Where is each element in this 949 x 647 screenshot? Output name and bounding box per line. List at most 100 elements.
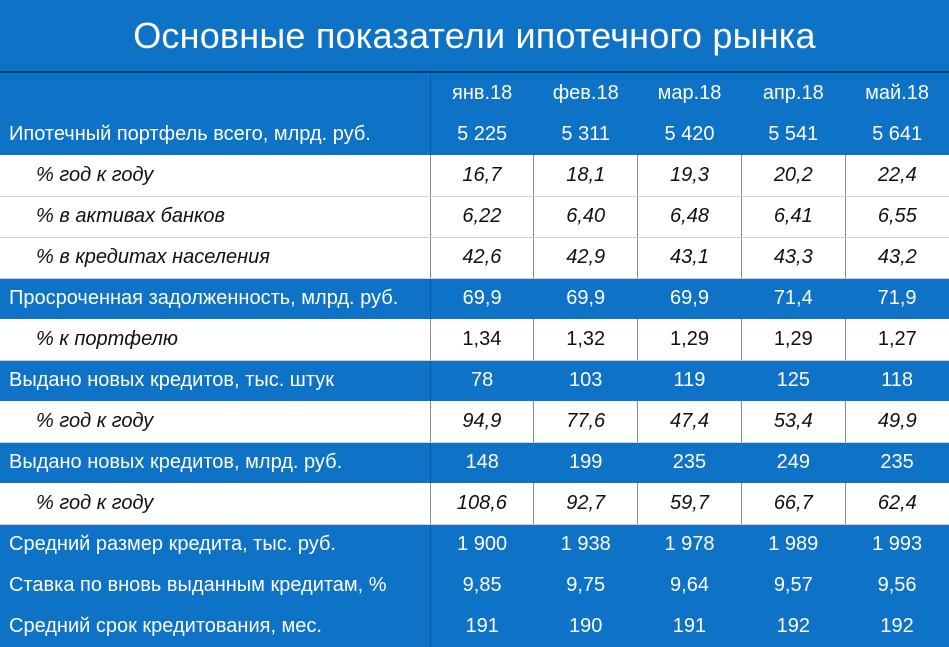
- table-cell: 78: [430, 360, 534, 401]
- table-cell: 18,1: [533, 155, 638, 197]
- table-row: % год к году 108,6 92,7 59,7 66,7 62,4: [0, 483, 949, 525]
- table-cell: 43,2: [844, 237, 949, 279]
- table-cell: 1,29: [740, 319, 846, 361]
- table-cell: 16,7: [429, 155, 534, 197]
- table-cell: 5 311: [533, 114, 638, 155]
- table-cell: 71,9: [845, 278, 949, 319]
- table-cell: 148: [430, 442, 534, 483]
- column-header: янв.18: [451, 82, 513, 104]
- table-cell: 47,4: [637, 401, 742, 443]
- table-cell: 249: [741, 442, 846, 483]
- table-header-row: янв.18 фев.18 мар.18 апр.18 май.18: [0, 73, 949, 114]
- table-cell: 5 420: [637, 114, 742, 155]
- table-cell: 118: [845, 360, 949, 401]
- table-cell: 53,4: [740, 401, 846, 443]
- table-cell: 119: [637, 360, 742, 401]
- table-cell: 6,41: [740, 196, 846, 238]
- table-cell: 125: [741, 360, 846, 401]
- table-cell: 71,4: [741, 278, 846, 319]
- indicators-table: янв.18 фев.18 мар.18 апр.18 май.18 Ипоте…: [0, 73, 949, 647]
- table-cell: 191: [430, 606, 534, 647]
- table-row: Ставка по вновь выданным кредитам, % 9,85…: [0, 565, 949, 606]
- row-label: Средний размер кредита, тыс. руб.: [0, 524, 431, 565]
- table-cell: 66,7: [740, 483, 846, 525]
- column-header: фев.18: [552, 82, 619, 104]
- table-cell: 1,32: [533, 319, 638, 361]
- table-cell: 5 541: [741, 114, 846, 155]
- table-cell: 59,7: [637, 483, 742, 525]
- row-label: % год к году: [0, 483, 431, 525]
- table-cell: 190: [533, 606, 638, 647]
- table-cell: 192: [741, 606, 846, 647]
- table-cell: 199: [533, 442, 638, 483]
- table-row: Выдано новых кредитов, тыс. штук 78 103 119…: [0, 360, 949, 401]
- table-cell: 1,27: [844, 319, 949, 361]
- table-cell: 1 900: [430, 524, 534, 565]
- table-cell: 69,9: [637, 278, 742, 319]
- row-label: % к портфелю: [0, 319, 431, 361]
- table-cell: 77,6: [533, 401, 638, 443]
- table-cell: 69,9: [533, 278, 638, 319]
- table-cell: 6,22: [429, 196, 534, 238]
- table-cell: 1 993: [845, 524, 949, 565]
- table-cell: 1 989: [741, 524, 846, 565]
- table-cell: 9,64: [637, 565, 742, 606]
- column-header: мар.18: [657, 82, 722, 104]
- page-title: Основные показатели ипотечного рынка: [0, 0, 949, 73]
- table-row: Средний срок кредитования, мес. 191 190 191…: [0, 606, 949, 647]
- table-cell: 235: [845, 442, 949, 483]
- row-label: % год к году: [0, 401, 431, 443]
- table-row: Просроченная задолженность, млрд. руб. 69…: [0, 278, 949, 319]
- row-label: Ставка по вновь выданным кредитам, %: [0, 565, 431, 606]
- table-cell: 42,6: [429, 237, 534, 279]
- table-cell: 103: [533, 360, 638, 401]
- row-label: % в активах банков: [0, 196, 431, 238]
- table-row: % в активах банков 6,22 6,40 6,48 6,41 6,55: [0, 196, 949, 238]
- table-cell: 22,4: [844, 155, 949, 197]
- row-label: % в кредитах населения: [0, 237, 431, 279]
- table-cell: 92,7: [533, 483, 638, 525]
- table-cell: 43,1: [637, 237, 742, 279]
- table-cell: 9,75: [533, 565, 638, 606]
- table-cell: 9,85: [430, 565, 534, 606]
- table-cell: 94,9: [429, 401, 534, 443]
- header-empty-cell: [0, 73, 431, 114]
- table-cell: 1 938: [533, 524, 638, 565]
- table-cell: 19,3: [637, 155, 742, 197]
- table-cell: 6,40: [533, 196, 638, 238]
- table-cell: 9,56: [845, 565, 949, 606]
- column-header: апр.18: [762, 82, 824, 104]
- table-row: Средний размер кредита, тыс. руб. 1 900 1 …: [0, 524, 949, 565]
- table-cell: 9,57: [741, 565, 846, 606]
- column-header: май.18: [865, 82, 930, 104]
- table-cell: 5 641: [845, 114, 949, 155]
- table-cell: 62,4: [844, 483, 949, 525]
- table-cell: 49,9: [844, 401, 949, 443]
- row-label: Выдано новых кредитов, тыс. штук: [0, 360, 431, 401]
- table-row: % в кредитах населения 42,6 42,9 43,1 43,3 43…: [0, 237, 949, 279]
- table-cell: 69,9: [430, 278, 534, 319]
- table-cell: 42,9: [533, 237, 638, 279]
- table-cell: 6,55: [844, 196, 949, 238]
- table-row: % к портфелю 1,34 1,32 1,29 1,29 1,27: [0, 319, 949, 361]
- table-cell: 6,48: [637, 196, 742, 238]
- table-cell: 1,29: [637, 319, 742, 361]
- table-cell: 192: [845, 606, 949, 647]
- row-label: Выдано новых кредитов, млрд. руб.: [0, 442, 431, 483]
- row-label: Ипотечный портфель всего, млрд. руб.: [0, 114, 431, 155]
- table-row: % год к году 16,7 18,1 19,3 20,2 22,4: [0, 155, 949, 197]
- table-cell: 235: [637, 442, 742, 483]
- row-label: Средний срок кредитования, мес.: [0, 606, 431, 647]
- table-cell: 5 225: [430, 114, 534, 155]
- table-cell: 1,34: [429, 319, 534, 361]
- table-cell: 1 978: [637, 524, 742, 565]
- table-row: Ипотечный портфель всего, млрд. руб. 5 22…: [0, 114, 949, 155]
- row-label: Просроченная задолженность, млрд. руб.: [0, 278, 431, 319]
- table-cell: 20,2: [740, 155, 846, 197]
- row-label: % год к году: [0, 155, 431, 197]
- table-cell: 191: [637, 606, 742, 647]
- table-cell: 43,3: [740, 237, 846, 279]
- table-row: Выдано новых кредитов, млрд. руб. 148 199 2…: [0, 442, 949, 483]
- table-row: % год к году 94,9 77,6 47,4 53,4 49,9: [0, 401, 949, 443]
